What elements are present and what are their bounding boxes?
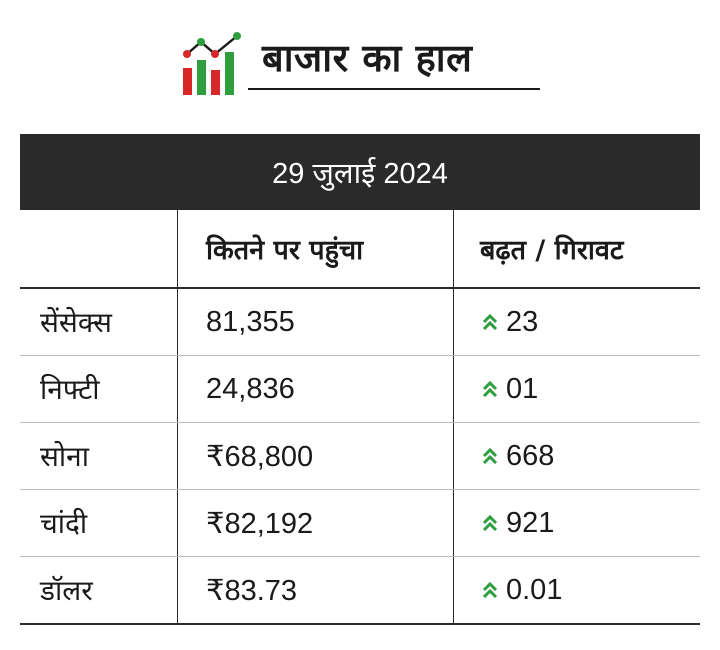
row-name: सोना [40, 440, 89, 473]
row-name: निफ्टी [40, 373, 100, 406]
row-value: ₹83.73 [178, 557, 454, 623]
table-row: सेंसेक्स 81,355 23 [20, 289, 700, 356]
title-underline [248, 88, 540, 90]
row-change-cell: 668 [454, 423, 700, 489]
table-row: डॉलर ₹83.73 0.01 [20, 557, 700, 625]
row-change-cell: 01 [454, 356, 700, 422]
table-row: सोना ₹68,800 668 [20, 423, 700, 490]
double-chevron-up-icon [482, 582, 498, 598]
row-change: 01 [506, 372, 539, 405]
row-change: 0.01 [506, 573, 563, 606]
table-row: चांदी ₹82,192 921 [20, 490, 700, 557]
table-header-row: कितने पर पहुंचा बढ़त / गिरावट [20, 210, 700, 289]
page-header: बाजार का हाल [180, 28, 540, 96]
row-change-cell: 0.01 [454, 557, 700, 623]
row-name-cell: निफ्टी [20, 356, 178, 422]
row-value: ₹68,800 [178, 423, 454, 489]
row-change: 23 [506, 305, 539, 338]
row-name: चांदी [40, 507, 88, 540]
column-header-name [20, 210, 178, 287]
market-chart-logo-icon [183, 32, 241, 95]
row-name: डॉलर [40, 574, 93, 607]
column-header-change: बढ़त / गिरावट [480, 235, 624, 266]
double-chevron-up-icon [482, 448, 498, 464]
market-table: 29 जुलाई 2024 कितने पर पहुंचा बढ़त / गिर… [20, 134, 700, 625]
row-value: 24,836 [178, 356, 454, 422]
row-change: 921 [506, 506, 555, 539]
double-chevron-up-icon [482, 381, 498, 397]
row-name-cell: सोना [20, 423, 178, 489]
table-date-banner: 29 जुलाई 2024 [20, 134, 700, 210]
row-name: सेंसेक्स [40, 306, 112, 339]
row-value: ₹82,192 [178, 490, 454, 556]
row-name-cell: चांदी [20, 490, 178, 556]
row-change: 668 [506, 439, 555, 472]
row-name-cell: डॉलर [20, 557, 178, 623]
row-change-cell: 921 [454, 490, 700, 556]
page-title: बाजार का हाल [262, 36, 473, 80]
double-chevron-up-icon [482, 314, 498, 330]
row-name-cell: सेंसेक्स [20, 289, 178, 355]
double-chevron-up-icon [482, 515, 498, 531]
row-value: 81,355 [178, 289, 454, 355]
row-change-cell: 23 [454, 289, 700, 355]
table-row: निफ्टी 24,836 01 [20, 356, 700, 423]
column-header-value: कितने पर पहुंचा [178, 210, 454, 287]
